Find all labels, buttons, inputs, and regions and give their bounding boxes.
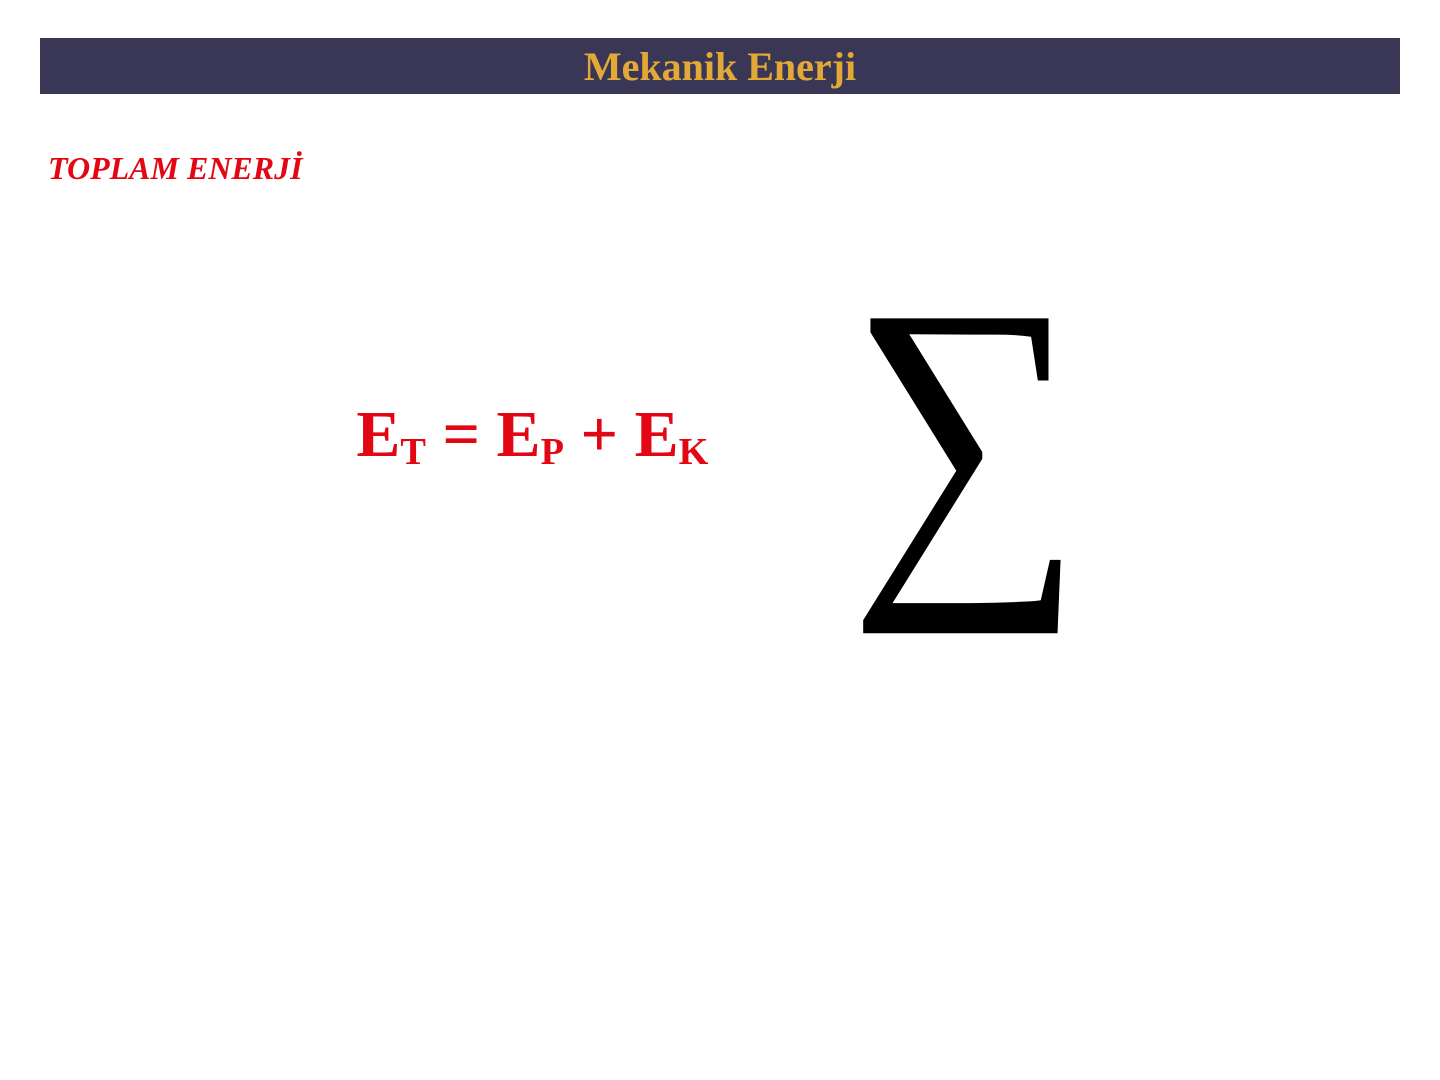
energy-formula: ET = EP + EK	[356, 397, 708, 473]
formula-ep-base: E	[497, 398, 541, 471]
content-area: ET = EP + EK ∑	[0, 270, 1440, 600]
formula-et-base: E	[356, 398, 400, 471]
formula-ek-sub: K	[679, 431, 709, 473]
formula-ep-sub: P	[541, 431, 564, 473]
sigma-icon: ∑	[848, 254, 1083, 617]
formula-equals: =	[426, 398, 497, 471]
slide-title: Mekanik Enerji	[584, 43, 856, 90]
section-subheading: TOPLAM ENERJİ	[48, 150, 303, 187]
formula-et-sub: T	[400, 431, 426, 473]
slide-container: Mekanik Enerji TOPLAM ENERJİ ET = EP + E…	[0, 0, 1440, 1080]
formula-ek-base: E	[635, 398, 679, 471]
title-bar: Mekanik Enerji	[40, 38, 1400, 94]
formula-plus: +	[564, 398, 635, 471]
